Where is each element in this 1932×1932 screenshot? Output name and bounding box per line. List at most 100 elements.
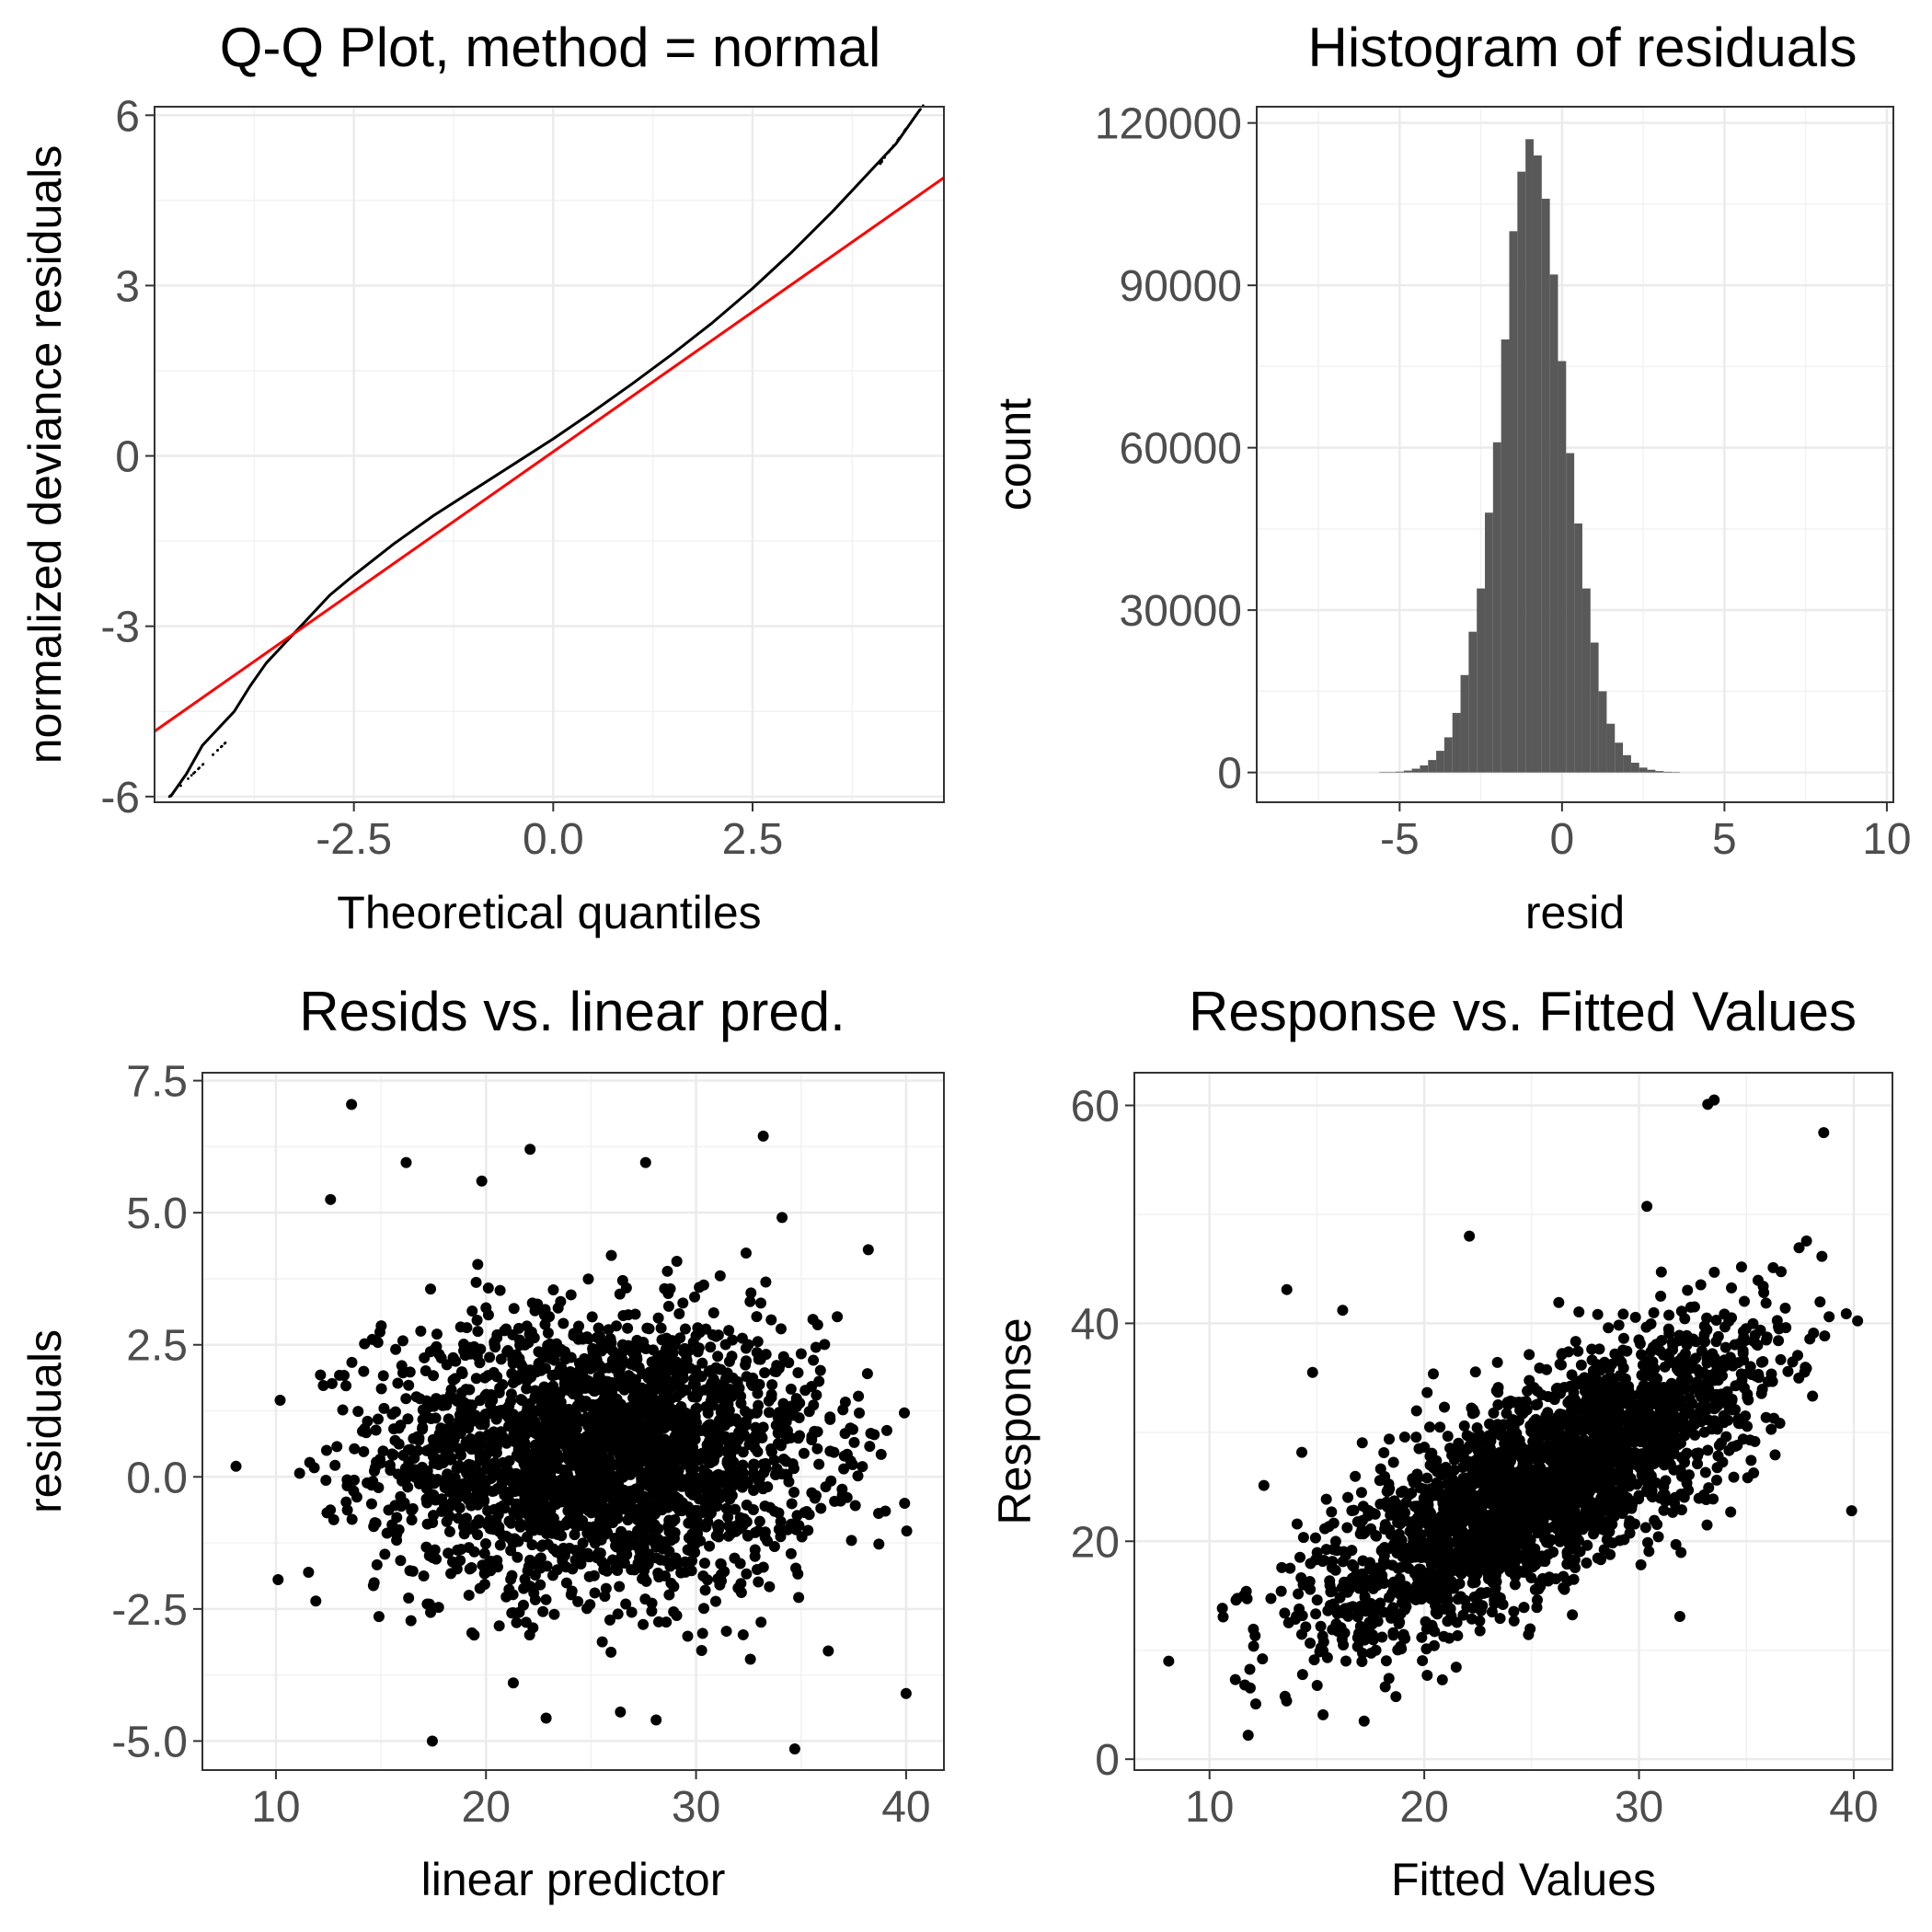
residual-point: [548, 1608, 560, 1620]
residual-point: [561, 1516, 573, 1528]
residual-point: [558, 1384, 569, 1396]
response-point: [1475, 1587, 1487, 1599]
residual-point: [785, 1547, 797, 1559]
response-point: [1765, 1423, 1777, 1435]
residual-point: [371, 1558, 383, 1570]
residual-point: [505, 1545, 517, 1557]
response-point: [1661, 1415, 1673, 1427]
histogram-panel: Histogram of residuals -5 0 5 10 0300006000…: [989, 17, 1912, 938]
residual-point: [716, 1575, 728, 1587]
response-point: [1525, 1572, 1537, 1584]
x-tick-label: 2.5: [722, 815, 784, 864]
residual-point: [723, 1520, 735, 1532]
residual-point: [787, 1458, 799, 1470]
residual-point: [521, 1383, 533, 1395]
residual-point: [427, 1476, 439, 1488]
residual-point: [572, 1595, 584, 1607]
histogram-y-axis-title: count: [989, 398, 1041, 511]
residual-outlier-point: [310, 1595, 322, 1607]
response-point: [1728, 1471, 1740, 1483]
residual-point: [320, 1474, 332, 1486]
response-point: [1488, 1407, 1500, 1419]
residual-point: [861, 1368, 873, 1380]
response-point: [1458, 1420, 1470, 1432]
residual-outlier-point: [274, 1395, 286, 1407]
residual-point: [676, 1505, 688, 1517]
response-point: [1679, 1383, 1691, 1395]
residual-point: [704, 1434, 716, 1446]
residual-point: [682, 1630, 694, 1642]
residual-point: [612, 1608, 624, 1620]
residual-point: [737, 1459, 749, 1471]
response-point: [1603, 1383, 1615, 1395]
residual-outlier-point: [757, 1130, 769, 1142]
residual-point: [460, 1512, 472, 1524]
qq-y-axis-title: normalized deviance residuals: [19, 145, 71, 765]
residual-point: [811, 1443, 823, 1455]
x-tick-label: 30: [672, 1783, 720, 1832]
residual-point: [714, 1488, 726, 1500]
residual-point: [595, 1534, 607, 1546]
response-point: [1409, 1501, 1420, 1512]
residual-point: [697, 1570, 709, 1581]
residual-point: [535, 1489, 547, 1501]
residual-point: [794, 1430, 806, 1442]
qq-sample-quantiles-curve: [169, 109, 922, 798]
response-point: [1311, 1594, 1323, 1606]
response-point: [1384, 1524, 1396, 1535]
residual-point: [525, 1467, 537, 1479]
residual-point: [494, 1284, 506, 1296]
response-point: [1652, 1531, 1664, 1543]
residual-point: [765, 1314, 777, 1326]
histogram-bar: [1672, 772, 1680, 773]
residual-point: [454, 1460, 466, 1472]
residual-point: [671, 1609, 683, 1621]
response-point: [1774, 1418, 1786, 1430]
residual-point: [624, 1401, 636, 1413]
residual-point: [362, 1477, 374, 1489]
residual-point: [569, 1529, 581, 1541]
residual-point: [638, 1552, 650, 1564]
residual-point: [592, 1322, 604, 1334]
response-point: [1421, 1386, 1433, 1398]
histogram-bar: [1443, 737, 1453, 773]
residual-point: [899, 1407, 911, 1419]
residual-point: [479, 1372, 491, 1384]
histogram-bar: [1460, 674, 1469, 773]
residual-point: [720, 1626, 732, 1638]
residual-point: [646, 1467, 658, 1479]
residuals-y-axis-title: residuals: [19, 1329, 71, 1513]
response-point: [1390, 1691, 1402, 1703]
residual-point: [443, 1547, 454, 1559]
residual-point: [689, 1410, 701, 1422]
residual-point: [793, 1520, 805, 1532]
residual-point: [428, 1400, 440, 1412]
response-point: [1675, 1547, 1687, 1558]
histogram-bar: [1541, 199, 1550, 773]
response-point: [1244, 1682, 1256, 1694]
residual-point: [596, 1636, 608, 1648]
residual-point: [873, 1538, 885, 1550]
residual-point: [389, 1406, 401, 1418]
residual-point: [692, 1527, 704, 1539]
response-point: [1396, 1487, 1408, 1499]
response-point: [1641, 1201, 1653, 1213]
residual-point: [474, 1357, 486, 1369]
qq-tail-point: [880, 160, 883, 164]
response-point: [1840, 1308, 1852, 1320]
response-point: [1355, 1487, 1367, 1499]
response-point: [1258, 1479, 1270, 1491]
response-point: [1586, 1343, 1598, 1355]
response-point: [1389, 1501, 1401, 1512]
response-point: [1417, 1655, 1429, 1667]
residual-point: [562, 1493, 574, 1505]
residual-point: [598, 1393, 610, 1405]
response-point: [1651, 1518, 1663, 1530]
residual-point: [455, 1543, 467, 1555]
residual-point: [852, 1470, 864, 1482]
response-point: [1669, 1491, 1681, 1503]
response-point: [1754, 1324, 1766, 1336]
residual-point: [808, 1354, 820, 1366]
response-point: [1290, 1613, 1302, 1625]
residual-point: [609, 1353, 621, 1365]
